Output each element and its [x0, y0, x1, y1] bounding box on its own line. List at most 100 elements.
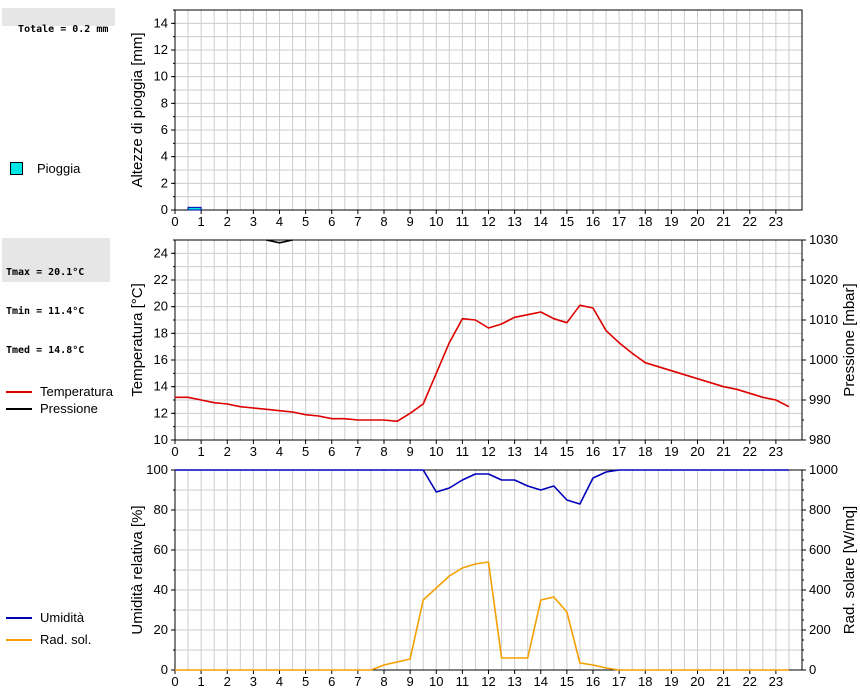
x-tick-label: 21	[716, 674, 730, 689]
y-tick-label: 14	[154, 379, 168, 394]
x-tick-label: 13	[507, 674, 521, 689]
y2-tick-label: 1030	[809, 232, 838, 247]
y-tick-label: 60	[154, 542, 168, 557]
y2-tick-label: 600	[809, 542, 831, 557]
x-tick-label: 9	[407, 214, 414, 229]
legend-solar-label: Rad. sol.	[40, 632, 92, 647]
y-axis-label: Temperatura [°C]	[129, 283, 146, 397]
y-tick-label: 6	[161, 122, 168, 137]
pressure-swatch	[6, 407, 32, 410]
x-tick-label: 11	[456, 444, 470, 459]
panel-temp: 0 1 2 3 4 5 6 7 8 9 10 11 12 13 14 15 16 17 18 19 20 21 22 2310…	[129, 232, 858, 459]
x-tick-label: 3	[250, 214, 257, 229]
legend-humidity: Umidità	[6, 610, 84, 625]
solar-swatch	[6, 638, 32, 641]
x-tick-label: 9	[407, 674, 414, 689]
y-tick-label: 8	[161, 95, 168, 110]
y-tick-label: 100	[146, 462, 168, 477]
tmin-text: Tmin = 11.4°C	[6, 306, 85, 317]
x-tick-label: 23	[769, 444, 783, 459]
y2-tick-label: 400	[809, 582, 831, 597]
x-tick-label: 16	[586, 444, 600, 459]
x-tick-label: 16	[586, 214, 600, 229]
y-tick-label: 40	[154, 582, 168, 597]
y2-axis-label: Pressione [mbar]	[841, 283, 858, 396]
x-tick-label: 21	[716, 214, 730, 229]
x-tick-label: 9	[407, 444, 414, 459]
x-tick-label: 23	[769, 674, 783, 689]
y-tick-label: 80	[154, 502, 168, 517]
y2-tick-label: 980	[809, 432, 831, 447]
y-tick-label: 20	[154, 299, 168, 314]
y-tick-label: 0	[161, 662, 168, 677]
x-tick-label: 14	[534, 674, 548, 689]
y-axis-label: Umidità relativa [%]	[129, 505, 146, 634]
x-tick-label: 21	[716, 444, 730, 459]
series-line-pressione	[266, 239, 293, 244]
y2-tick-label: 0	[809, 662, 816, 677]
y-tick-label: 12	[154, 42, 168, 57]
x-tick-label: 12	[481, 214, 495, 229]
rain-total-box: Totale = 0.2 mm	[2, 8, 115, 35]
x-tick-label: 5	[302, 674, 309, 689]
x-tick-label: 19	[664, 444, 678, 459]
x-tick-label: 19	[664, 674, 678, 689]
x-tick-label: 8	[380, 444, 387, 459]
x-tick-label: 0	[171, 214, 178, 229]
x-tick-label: 1	[198, 444, 205, 459]
x-tick-label: 2	[224, 444, 231, 459]
series-line-rad-sol-	[175, 561, 789, 671]
x-tick-label: 17	[612, 674, 626, 689]
temperature-summary-box: Tmax = 20.1°C Tmin = 11.4°C Tmed = 14.8°…	[2, 238, 110, 356]
y-tick-label: 12	[154, 405, 168, 420]
x-tick-label: 1	[198, 674, 205, 689]
x-tick-label: 2	[224, 214, 231, 229]
y-tick-label: 0	[161, 202, 168, 217]
legend-pressure: Pressione	[6, 401, 98, 416]
x-tick-label: 7	[354, 214, 361, 229]
x-tick-label: 6	[328, 214, 335, 229]
y2-tick-label: 1000	[809, 352, 838, 367]
y2-tick-label: 1010	[809, 312, 838, 327]
tmed-text: Tmed = 14.8°C	[6, 345, 85, 356]
y2-tick-label: 1020	[809, 272, 838, 287]
y-tick-label: 16	[154, 352, 168, 367]
legend-temperature: Temperatura	[6, 384, 113, 399]
x-tick-label: 7	[354, 444, 361, 459]
x-tick-label: 0	[171, 444, 178, 459]
x-tick-label: 8	[380, 674, 387, 689]
panel-hum: 0 1 2 3 4 5 6 7 8 9 10 11 12 13 14 15 16 17 18 19 20 21 22 2302…	[129, 462, 858, 689]
legend-rain: Pioggia	[10, 161, 80, 176]
x-tick-label: 10	[429, 444, 443, 459]
x-tick-label: 0	[171, 674, 178, 689]
x-tick-label: 5	[302, 214, 309, 229]
x-tick-label: 4	[276, 444, 283, 459]
x-tick-label: 19	[664, 214, 678, 229]
y-tick-label: 4	[161, 149, 168, 164]
y-tick-label: 2	[161, 175, 168, 190]
rain-total-text: Totale = 0.2 mm	[18, 24, 109, 35]
x-tick-label: 10	[429, 674, 443, 689]
x-tick-label: 16	[586, 674, 600, 689]
x-tick-label: 15	[560, 444, 574, 459]
x-tick-label: 18	[638, 214, 652, 229]
y-tick-label: 10	[154, 432, 168, 447]
y-axis-label: Altezze di pioggia [mm]	[129, 32, 146, 187]
x-tick-label: 7	[354, 674, 361, 689]
y2-tick-label: 1000	[809, 462, 838, 477]
x-tick-label: 17	[612, 214, 626, 229]
x-tick-label: 20	[690, 674, 704, 689]
legend-rain-label: Pioggia	[37, 161, 81, 176]
x-tick-label: 13	[507, 214, 521, 229]
x-tick-label: 22	[743, 674, 757, 689]
y-tick-label: 22	[154, 272, 168, 287]
tmax-text: Tmax = 20.1°C	[6, 267, 85, 278]
humidity-swatch	[6, 616, 32, 619]
legend-temperature-label: Temperatura	[40, 384, 113, 399]
legend-humidity-label: Umidità	[40, 610, 85, 625]
y-tick-label: 14	[154, 15, 168, 30]
x-tick-label: 11	[456, 674, 470, 689]
x-tick-label: 11	[456, 214, 470, 229]
series-group	[175, 239, 790, 423]
y2-tick-label: 800	[809, 502, 831, 517]
